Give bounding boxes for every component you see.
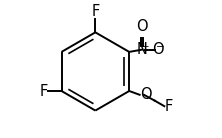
- Text: F: F: [40, 83, 48, 99]
- Text: −: −: [156, 42, 165, 52]
- Text: N: N: [137, 42, 147, 57]
- Text: O: O: [140, 87, 152, 102]
- Text: O: O: [136, 19, 148, 34]
- Text: O: O: [152, 42, 164, 57]
- Text: F: F: [91, 4, 99, 19]
- Text: +: +: [141, 42, 149, 52]
- Text: F: F: [165, 99, 173, 114]
